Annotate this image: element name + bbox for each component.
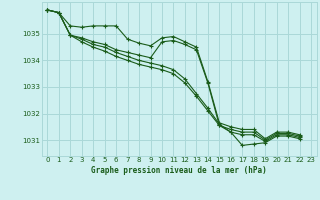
X-axis label: Graphe pression niveau de la mer (hPa): Graphe pression niveau de la mer (hPa) xyxy=(91,166,267,175)
